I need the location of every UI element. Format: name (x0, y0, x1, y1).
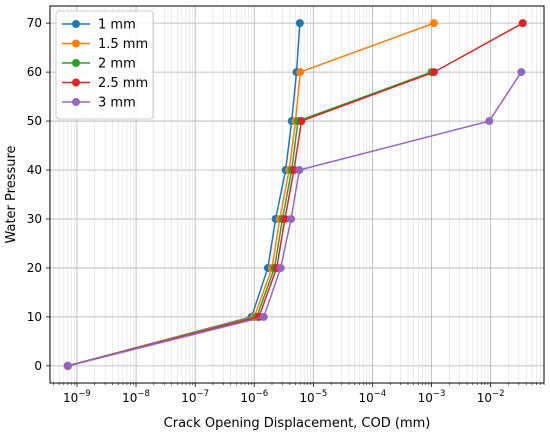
plot-frame (49, 5, 545, 384)
x-tick-label: 10−5 (299, 389, 327, 405)
x-tick-label: 10−2 (477, 389, 505, 405)
data-point (429, 19, 438, 28)
legend-label: 1 mm (98, 18, 136, 33)
data-point (276, 263, 285, 272)
data-point (296, 68, 305, 77)
y-tick-label: 10 (27, 310, 42, 324)
data-point (429, 68, 438, 77)
legend-label: 1.5 mm (98, 37, 148, 52)
data-point (517, 68, 526, 77)
x-tick-label: 10−6 (240, 389, 268, 405)
legend-marker (72, 59, 80, 67)
data-point (287, 214, 296, 223)
y-axis-title: Water Pressure (4, 145, 19, 243)
data-point (518, 19, 527, 28)
x-tick-label: 10−3 (418, 389, 446, 405)
data-point (259, 312, 268, 321)
series-line (67, 22, 435, 367)
y-tick-label: 60 (27, 65, 42, 79)
y-tick-label: 70 (27, 16, 42, 30)
data-point (295, 19, 304, 28)
x-axis-title: Crack Opening Displacement, COD (mm) (164, 416, 431, 431)
data-point (63, 361, 72, 370)
x-tick-label: 10−9 (63, 389, 91, 405)
legend-marker (72, 78, 80, 87)
series-line (67, 23, 301, 367)
y-tick-label: 0 (34, 359, 42, 373)
legend-box (55, 10, 154, 120)
legend-marker (72, 20, 80, 28)
legend: 1 mm 1.5 mm 2 mm 2.5 mm 3 mm (55, 10, 154, 120)
y-tick-label: 30 (27, 212, 42, 226)
x-tick-label: 10−8 (122, 389, 150, 405)
legend-label: 2 mm (98, 57, 136, 72)
data-point (485, 117, 494, 126)
legend-label: 2.5 mm (98, 76, 148, 91)
data-point (297, 117, 306, 126)
legend-label: 3 mm (98, 96, 136, 111)
series-layer (63, 19, 527, 370)
ticks: 10−9 10−8 10−7 10−6 10−5 10−4 10−3 10−2 0 10 20 30 4… (27, 16, 545, 405)
x-tick-label: 10−4 (359, 389, 387, 405)
y-tick-label: 40 (27, 163, 42, 177)
y-tick-label: 20 (27, 261, 42, 275)
series-line (67, 22, 524, 367)
legend-marker (72, 39, 80, 48)
data-point (295, 166, 304, 175)
x-tick-label: 10−7 (181, 389, 209, 405)
series (63, 68, 526, 370)
data-point (280, 214, 289, 223)
legend-marker (72, 98, 80, 106)
y-tick-label: 50 (27, 114, 42, 128)
